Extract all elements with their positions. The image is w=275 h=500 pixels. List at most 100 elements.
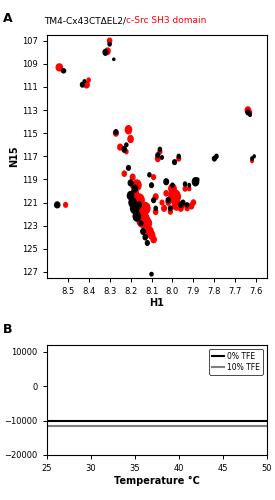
Ellipse shape bbox=[146, 227, 153, 236]
Text: TM4-Cx43CTΔEL2/: TM4-Cx43CTΔEL2/ bbox=[44, 16, 126, 26]
10% TFE bbox=[58, 422, 62, 428]
Ellipse shape bbox=[161, 156, 163, 159]
Ellipse shape bbox=[84, 82, 89, 88]
Ellipse shape bbox=[131, 188, 138, 198]
Ellipse shape bbox=[181, 200, 185, 205]
Ellipse shape bbox=[152, 198, 155, 202]
Ellipse shape bbox=[150, 183, 153, 188]
10% TFE bbox=[254, 422, 257, 428]
0% TFE bbox=[58, 418, 62, 424]
Ellipse shape bbox=[108, 38, 112, 44]
Ellipse shape bbox=[169, 190, 180, 203]
Ellipse shape bbox=[172, 200, 181, 210]
Ellipse shape bbox=[183, 182, 187, 186]
Ellipse shape bbox=[55, 202, 60, 207]
Ellipse shape bbox=[64, 202, 67, 207]
Ellipse shape bbox=[191, 200, 196, 205]
Ellipse shape bbox=[215, 154, 218, 158]
Text: c-Src SH3 domain: c-Src SH3 domain bbox=[126, 16, 206, 26]
Ellipse shape bbox=[103, 50, 108, 55]
X-axis label: Temperature °C: Temperature °C bbox=[114, 476, 200, 486]
Ellipse shape bbox=[179, 202, 183, 207]
Ellipse shape bbox=[125, 150, 128, 154]
Text: A: A bbox=[3, 12, 12, 26]
Y-axis label: MREₑ,222 nm: MREₑ,222 nm bbox=[0, 374, 2, 426]
Ellipse shape bbox=[108, 42, 111, 46]
Ellipse shape bbox=[171, 183, 174, 187]
Ellipse shape bbox=[130, 174, 135, 180]
X-axis label: H1: H1 bbox=[149, 298, 164, 308]
Ellipse shape bbox=[158, 148, 161, 152]
Ellipse shape bbox=[126, 166, 130, 170]
Ellipse shape bbox=[113, 58, 115, 60]
Ellipse shape bbox=[169, 184, 176, 194]
Ellipse shape bbox=[148, 231, 155, 239]
0% TFE bbox=[265, 418, 268, 424]
Ellipse shape bbox=[164, 190, 168, 196]
Ellipse shape bbox=[127, 192, 134, 200]
Ellipse shape bbox=[189, 203, 194, 209]
Ellipse shape bbox=[125, 126, 132, 134]
Ellipse shape bbox=[169, 210, 172, 214]
Ellipse shape bbox=[253, 155, 255, 158]
0% TFE bbox=[54, 418, 57, 424]
Ellipse shape bbox=[246, 110, 250, 114]
Ellipse shape bbox=[118, 144, 122, 150]
Ellipse shape bbox=[251, 157, 253, 160]
10% TFE bbox=[104, 422, 107, 428]
Ellipse shape bbox=[131, 182, 135, 188]
Ellipse shape bbox=[181, 202, 185, 207]
Ellipse shape bbox=[83, 80, 86, 82]
10% TFE bbox=[246, 422, 250, 428]
Ellipse shape bbox=[145, 240, 149, 246]
Ellipse shape bbox=[169, 206, 172, 210]
Ellipse shape bbox=[166, 200, 170, 205]
Ellipse shape bbox=[185, 206, 189, 210]
Ellipse shape bbox=[143, 218, 152, 228]
Ellipse shape bbox=[114, 130, 118, 136]
Ellipse shape bbox=[87, 78, 90, 82]
Legend: 0% TFE, 10% TFE: 0% TFE, 10% TFE bbox=[210, 348, 263, 375]
Ellipse shape bbox=[151, 236, 156, 242]
Ellipse shape bbox=[150, 272, 153, 276]
Ellipse shape bbox=[131, 203, 139, 213]
Ellipse shape bbox=[153, 194, 158, 200]
Ellipse shape bbox=[148, 173, 151, 177]
Ellipse shape bbox=[154, 206, 157, 210]
Ellipse shape bbox=[122, 146, 127, 152]
Ellipse shape bbox=[141, 228, 145, 234]
Ellipse shape bbox=[188, 186, 191, 190]
Ellipse shape bbox=[134, 194, 144, 206]
Ellipse shape bbox=[177, 154, 180, 158]
0% TFE bbox=[104, 418, 107, 424]
10% TFE bbox=[45, 422, 48, 428]
0% TFE bbox=[86, 418, 89, 424]
Ellipse shape bbox=[160, 200, 164, 205]
Ellipse shape bbox=[135, 205, 147, 218]
Ellipse shape bbox=[166, 198, 170, 203]
0% TFE bbox=[246, 418, 250, 424]
Ellipse shape bbox=[139, 221, 143, 226]
Ellipse shape bbox=[248, 110, 252, 114]
Ellipse shape bbox=[143, 234, 147, 240]
Ellipse shape bbox=[155, 156, 160, 162]
Ellipse shape bbox=[177, 156, 181, 161]
Ellipse shape bbox=[133, 180, 141, 190]
Ellipse shape bbox=[128, 180, 133, 186]
Ellipse shape bbox=[152, 175, 155, 180]
Ellipse shape bbox=[137, 202, 141, 207]
Ellipse shape bbox=[105, 48, 110, 54]
Ellipse shape bbox=[137, 212, 149, 228]
Ellipse shape bbox=[56, 64, 62, 71]
Ellipse shape bbox=[114, 130, 118, 134]
10% TFE bbox=[86, 422, 89, 428]
Ellipse shape bbox=[192, 178, 199, 186]
Ellipse shape bbox=[173, 160, 177, 164]
Ellipse shape bbox=[132, 185, 138, 192]
10% TFE bbox=[54, 422, 57, 428]
Ellipse shape bbox=[141, 202, 150, 214]
10% TFE bbox=[265, 422, 268, 428]
Ellipse shape bbox=[162, 206, 166, 211]
Ellipse shape bbox=[245, 107, 251, 114]
Ellipse shape bbox=[122, 171, 127, 176]
